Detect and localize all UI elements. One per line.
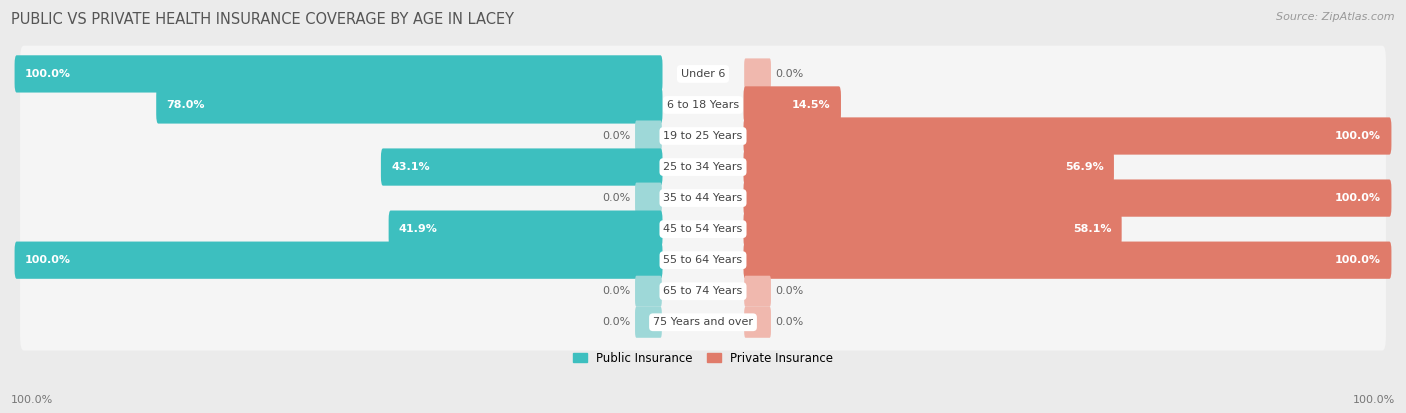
FancyBboxPatch shape — [20, 77, 1386, 133]
Text: 65 to 74 Years: 65 to 74 Years — [664, 286, 742, 296]
Text: 78.0%: 78.0% — [166, 100, 205, 110]
Text: 100.0%: 100.0% — [1336, 255, 1381, 265]
Text: 56.9%: 56.9% — [1064, 162, 1104, 172]
FancyBboxPatch shape — [14, 242, 662, 279]
FancyBboxPatch shape — [20, 294, 1386, 351]
Text: 0.0%: 0.0% — [603, 193, 631, 203]
FancyBboxPatch shape — [20, 170, 1386, 226]
Text: 0.0%: 0.0% — [603, 317, 631, 327]
FancyBboxPatch shape — [20, 201, 1386, 257]
Text: 6 to 18 Years: 6 to 18 Years — [666, 100, 740, 110]
Text: Source: ZipAtlas.com: Source: ZipAtlas.com — [1277, 12, 1395, 22]
Text: 41.9%: 41.9% — [399, 224, 437, 234]
FancyBboxPatch shape — [388, 211, 662, 248]
Text: 100.0%: 100.0% — [1336, 193, 1381, 203]
Text: 100.0%: 100.0% — [11, 395, 53, 405]
FancyBboxPatch shape — [744, 180, 1392, 217]
Text: 100.0%: 100.0% — [1336, 131, 1381, 141]
FancyBboxPatch shape — [744, 58, 770, 90]
Text: 100.0%: 100.0% — [25, 255, 70, 265]
FancyBboxPatch shape — [744, 211, 1122, 248]
Text: 75 Years and over: 75 Years and over — [652, 317, 754, 327]
Text: PUBLIC VS PRIVATE HEALTH INSURANCE COVERAGE BY AGE IN LACEY: PUBLIC VS PRIVATE HEALTH INSURANCE COVER… — [11, 12, 515, 27]
Text: 19 to 25 Years: 19 to 25 Years — [664, 131, 742, 141]
Text: 55 to 64 Years: 55 to 64 Years — [664, 255, 742, 265]
Text: 45 to 54 Years: 45 to 54 Years — [664, 224, 742, 234]
Text: 0.0%: 0.0% — [603, 131, 631, 141]
Text: 35 to 44 Years: 35 to 44 Years — [664, 193, 742, 203]
FancyBboxPatch shape — [636, 121, 662, 152]
FancyBboxPatch shape — [636, 183, 662, 214]
FancyBboxPatch shape — [20, 232, 1386, 288]
Text: 25 to 34 Years: 25 to 34 Years — [664, 162, 742, 172]
FancyBboxPatch shape — [381, 148, 662, 186]
Text: Under 6: Under 6 — [681, 69, 725, 79]
Text: 14.5%: 14.5% — [792, 100, 831, 110]
FancyBboxPatch shape — [744, 117, 1392, 154]
FancyBboxPatch shape — [744, 242, 1392, 279]
FancyBboxPatch shape — [20, 46, 1386, 102]
FancyBboxPatch shape — [14, 55, 662, 93]
Text: 0.0%: 0.0% — [603, 286, 631, 296]
FancyBboxPatch shape — [744, 307, 770, 338]
FancyBboxPatch shape — [20, 139, 1386, 195]
Text: 43.1%: 43.1% — [391, 162, 430, 172]
Text: 58.1%: 58.1% — [1073, 224, 1111, 234]
Text: 0.0%: 0.0% — [775, 69, 803, 79]
FancyBboxPatch shape — [156, 86, 662, 123]
FancyBboxPatch shape — [744, 86, 841, 123]
FancyBboxPatch shape — [20, 108, 1386, 164]
Text: 100.0%: 100.0% — [1353, 395, 1395, 405]
Text: 0.0%: 0.0% — [775, 317, 803, 327]
FancyBboxPatch shape — [20, 263, 1386, 320]
Legend: Public Insurance, Private Insurance: Public Insurance, Private Insurance — [569, 348, 837, 368]
FancyBboxPatch shape — [744, 148, 1114, 186]
Text: 0.0%: 0.0% — [775, 286, 803, 296]
FancyBboxPatch shape — [744, 276, 770, 307]
Text: 100.0%: 100.0% — [25, 69, 70, 79]
FancyBboxPatch shape — [636, 307, 662, 338]
FancyBboxPatch shape — [636, 276, 662, 307]
